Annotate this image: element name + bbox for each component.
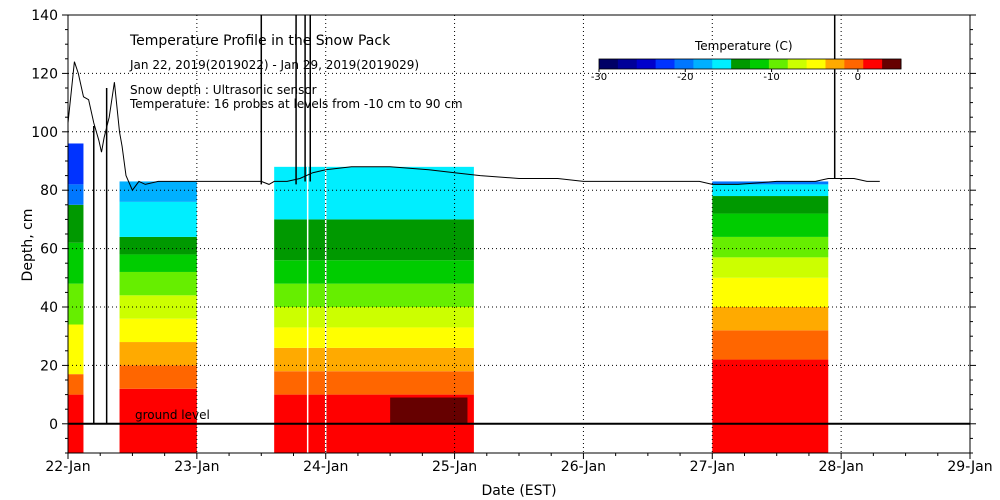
heat-band-0-7 [68,143,84,185]
heat-band-2-2 [274,347,474,372]
x-tick-label-7: 29-Jan [947,459,992,475]
legend-tick-label-0: -30 [591,72,607,83]
snow-depth-layer [67,15,970,425]
heat-band-2-5 [274,283,474,307]
legend-title: Temperature (C) [694,39,793,53]
legend-colorbar [598,58,902,70]
heat-band-3-6 [712,213,829,237]
legend-swatch-0 [599,59,619,69]
heat-band-0-2 [68,324,84,375]
legend-colorbar-frame [598,58,902,70]
x-tick-label-6: 28-Jan [819,459,864,475]
heat-band-0-3 [68,283,84,325]
heat-band-3-4 [712,257,829,278]
ground-level-label: ground level [135,408,210,422]
heat-band-3-8 [712,184,829,197]
legend-swatch-15 [882,59,902,69]
x-tick-label-4: 26-Jan [561,459,606,475]
legend-swatch-12 [825,59,845,69]
legend-swatch-1 [617,59,638,69]
axis-ticks: 22-Jan 23-Jan 24-Jan 25-Jan 26-Jan 27-Jan 28-J… [31,8,992,475]
heat-band-2-6 [274,260,474,284]
heat-band-0-5 [68,204,84,243]
x-axis-label: Date (EST) [481,483,556,499]
legend-swatch-9 [768,59,789,69]
chart-title: Temperature Profile in the Snow Pack [129,33,391,49]
heat-band-2-1 [274,371,474,395]
legend-swatch-10 [787,59,808,69]
x-tick-label-5: 27-Jan [690,459,735,475]
x-tick-label-0: 22-Jan [45,459,90,475]
legend-swatch-7 [731,59,751,69]
temperature-legend: Temperature (C) -30 -20 -10 0 [591,39,902,83]
heat-band-1-9 [119,181,197,202]
heat-band-1-0 [119,388,197,453]
legend-swatch-8 [750,59,770,69]
heat-band-3-9 [712,181,829,185]
heat-band-0-4 [68,242,84,284]
snow-depth-note: Snow depth : Ultrasonic sensor [130,83,317,97]
heat-band-2-8 [274,166,474,220]
legend-swatch-4 [674,59,694,69]
y-axis-label: Depth, cm [20,209,36,282]
legend-swatch-5 [693,59,713,69]
heat-band-1-8 [119,201,197,237]
heat-band-1-5 [119,271,197,296]
heat-band-0-1 [68,374,84,395]
heat-band-2-7 [274,219,474,261]
legend-ticks: -30 -20 -10 0 [591,69,861,83]
date-range: Jan 22, 2019(2019022) - Jan 29, 2019(201… [129,58,419,72]
heat-band-2-4 [274,307,474,328]
heat-band-1-3 [119,318,197,343]
heat-band-1-1 [119,365,197,389]
heat-band-1-6 [119,254,197,272]
y-tick-label-1: 20 [40,358,58,374]
x-tick-label-3: 25-Jan [432,459,477,475]
heat-band-3-0 [712,359,829,453]
y-tick-label-0: 0 [49,417,58,433]
heat-band-2-3 [274,327,474,348]
heat-band-1-7 [119,236,197,255]
legend-swatch-3 [655,59,675,69]
y-tick-label-3: 60 [40,242,58,258]
legend-swatch-14 [863,59,883,69]
heat-band-3-1 [712,330,829,360]
y-tick-label-7: 140 [31,8,58,24]
y-tick-label-5: 100 [31,125,58,141]
legend-swatch-13 [844,59,864,69]
legend-tick-label-3: 0 [855,72,861,83]
temperature-note: Temperature: 16 probes at levels from -1… [129,97,463,111]
legend-swatch-6 [712,59,732,69]
x-tick-label-2: 24-Jan [303,459,348,475]
heat-band-3-5 [712,236,829,258]
y-tick-label-6: 120 [31,66,58,82]
x-tick-label-1: 23-Jan [174,459,219,475]
legend-tick-label-2: -10 [763,72,779,83]
y-tick-label-4: 80 [40,183,58,199]
heat-band-1-2 [119,342,197,366]
temperature-heatmap [68,143,829,453]
legend-swatch-2 [636,59,657,69]
snow-depth-line [67,61,880,192]
heat-band-3-2 [712,307,829,331]
y-tick-label-2: 40 [40,300,58,316]
heat-band-3-7 [712,196,829,214]
heat-band-3-3 [712,277,829,307]
legend-tick-label-1: -20 [677,72,693,83]
hot-patch [390,397,468,424]
heat-band-0-6 [68,184,84,205]
heat-band-1-4 [119,295,197,319]
legend-swatch-11 [806,59,826,69]
